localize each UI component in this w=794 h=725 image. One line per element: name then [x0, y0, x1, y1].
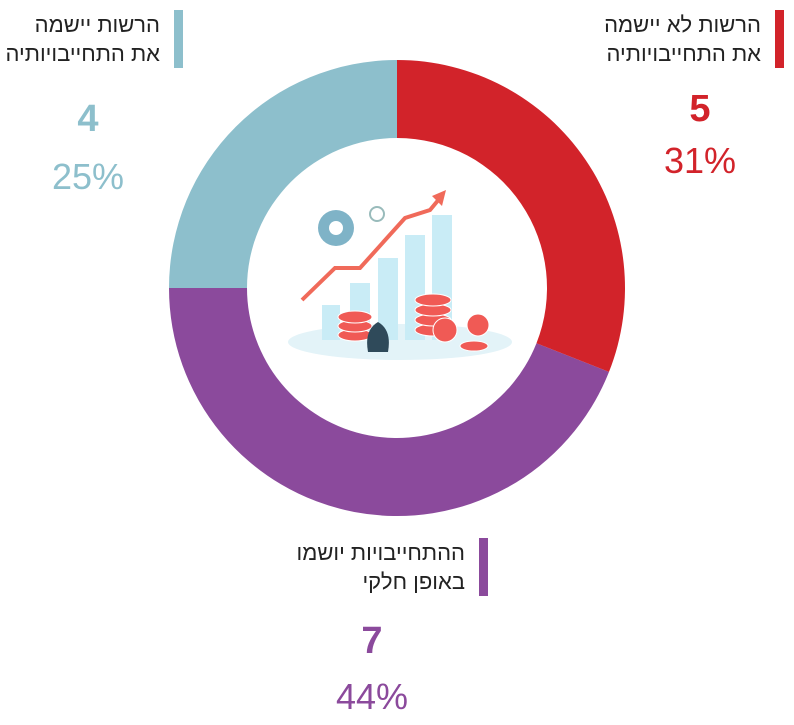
count-label: 5: [689, 88, 711, 130]
label-line: את התחייבויותיה: [606, 41, 761, 66]
label-line: באופן חלקי: [362, 569, 465, 594]
label-line: הרשות יישמה: [34, 12, 160, 37]
category-label: הרשות יישמה את התחייבויותיה: [6, 10, 183, 68]
donut-segment: [169, 60, 397, 288]
donut-segment: [397, 60, 625, 372]
category-label: ההתחייבויות יושמו באופן חלקי: [296, 538, 488, 596]
label-line: הרשות לא יישמה: [604, 12, 761, 37]
label-line: את התחייבויותיה: [5, 41, 160, 66]
percent-label: 31%: [663, 140, 737, 181]
count-label: 7: [361, 620, 383, 662]
count-label: 4: [77, 98, 99, 140]
label-line: ההתחייבויות יושמו: [296, 540, 466, 565]
center-illustration: [288, 190, 512, 360]
donut-segment: [169, 288, 609, 516]
percent-label: 25%: [51, 156, 125, 197]
category-label: הרשות לא יישמה את התחייבויותיה: [604, 10, 784, 68]
percent-label: 44%: [335, 676, 409, 717]
